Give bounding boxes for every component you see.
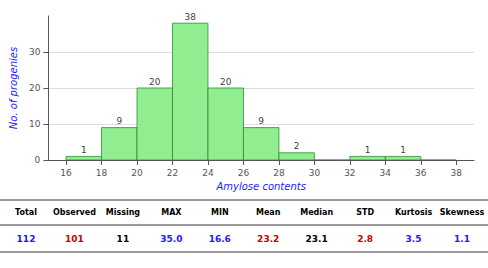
svg-text:24: 24: [202, 168, 214, 178]
svg-text:20: 20: [131, 168, 143, 178]
svg-text:30: 30: [29, 47, 41, 57]
svg-text:MAX: MAX: [161, 208, 182, 217]
svg-text:20: 20: [220, 77, 232, 87]
svg-text:101: 101: [65, 234, 84, 244]
svg-text:1: 1: [365, 145, 371, 155]
svg-text:10: 10: [29, 119, 41, 129]
svg-text:Missing: Missing: [106, 208, 141, 217]
svg-text:9: 9: [258, 116, 264, 126]
svg-text:11: 11: [117, 234, 130, 244]
svg-text:18: 18: [96, 168, 108, 178]
svg-text:1: 1: [81, 145, 87, 155]
svg-text:32: 32: [344, 168, 355, 178]
svg-text:20: 20: [149, 77, 161, 87]
svg-text:16.6: 16.6: [209, 234, 231, 244]
svg-text:0: 0: [35, 155, 41, 165]
svg-text:1.1: 1.1: [454, 234, 470, 244]
svg-text:28: 28: [273, 168, 285, 178]
svg-text:26: 26: [238, 168, 250, 178]
svg-text:3.5: 3.5: [406, 234, 422, 244]
svg-text:1: 1: [400, 145, 406, 155]
svg-text:16: 16: [60, 168, 72, 178]
svg-text:23.1: 23.1: [306, 234, 328, 244]
svg-text:Amylose contents: Amylose contents: [215, 181, 305, 192]
svg-text:No. of progenies: No. of progenies: [8, 47, 19, 129]
svg-text:30: 30: [309, 168, 321, 178]
svg-text:34: 34: [380, 168, 392, 178]
svg-text:Mean: Mean: [256, 208, 281, 217]
svg-text:2: 2: [294, 141, 300, 151]
svg-text:35.0: 35.0: [160, 234, 182, 244]
svg-text:Skewness: Skewness: [440, 208, 485, 217]
svg-text:20: 20: [29, 83, 41, 93]
svg-text:2.8: 2.8: [357, 234, 373, 244]
svg-text:9: 9: [116, 116, 122, 126]
svg-text:112: 112: [17, 234, 36, 244]
svg-text:22: 22: [167, 168, 178, 178]
svg-text:Median: Median: [300, 208, 333, 217]
svg-text:Total: Total: [15, 208, 37, 217]
svg-text:36: 36: [415, 168, 427, 178]
svg-text:Observed: Observed: [53, 208, 96, 217]
svg-text:38: 38: [451, 168, 463, 178]
svg-text:Kurtosis: Kurtosis: [395, 208, 433, 217]
svg-text:STD: STD: [356, 208, 374, 217]
svg-text:38: 38: [185, 12, 197, 22]
svg-text:MIN: MIN: [211, 208, 229, 217]
svg-text:23.2: 23.2: [257, 234, 279, 244]
